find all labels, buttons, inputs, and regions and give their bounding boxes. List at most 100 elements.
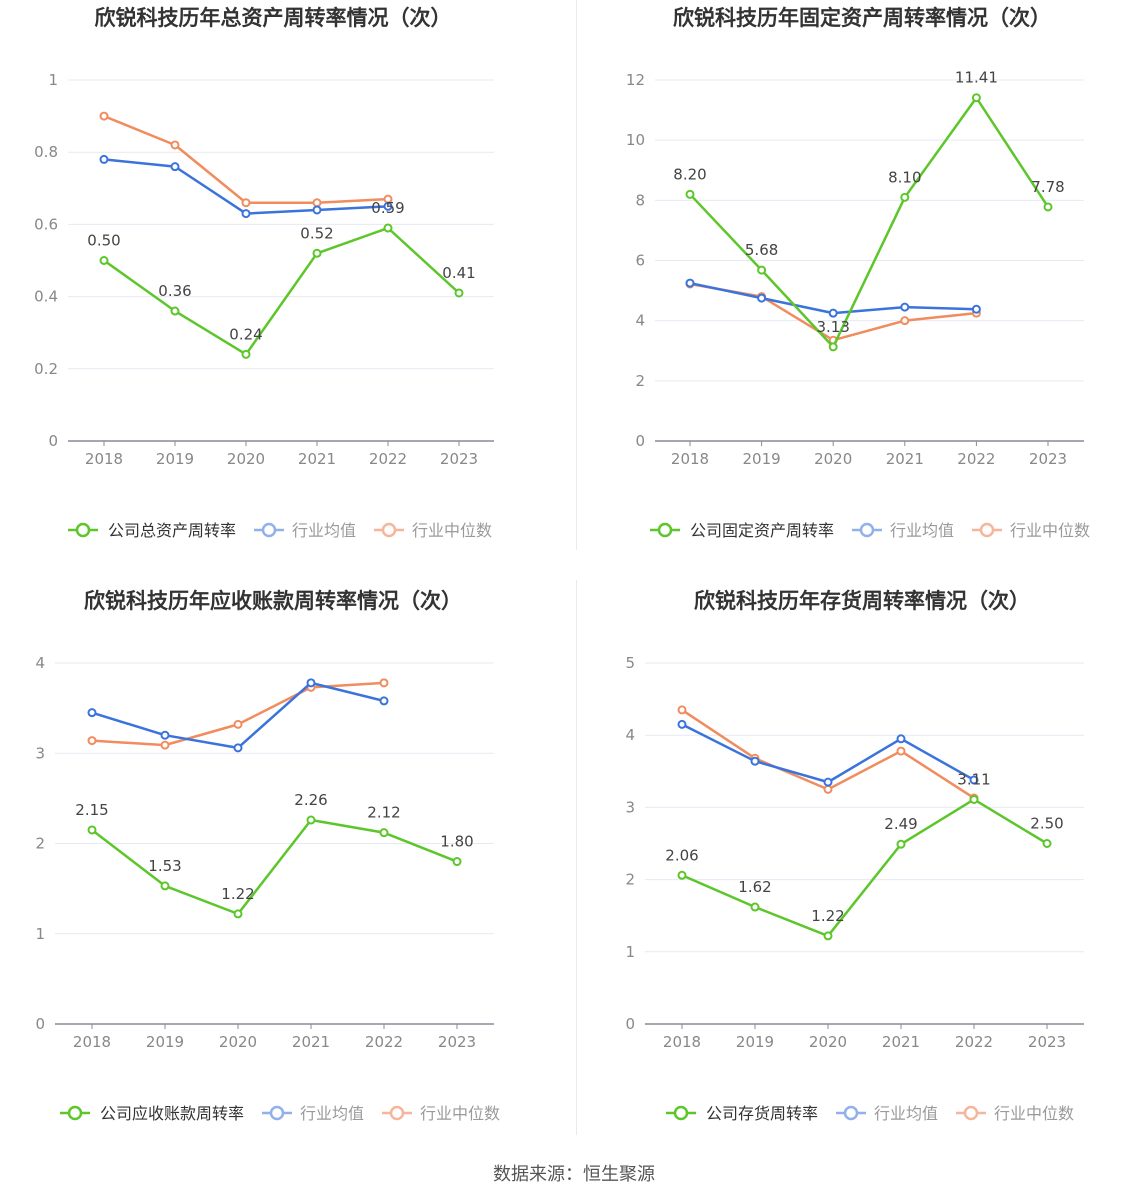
data-point-median[interactable] bbox=[900, 316, 910, 326]
legend-swatch-marker bbox=[261, 522, 277, 538]
data-point-median[interactable] bbox=[896, 746, 906, 756]
data-point-avg[interactable] bbox=[828, 308, 838, 318]
legend-item-median[interactable]: 行业中位数 bbox=[972, 521, 1090, 540]
x-tick-label: 2020 bbox=[219, 1033, 257, 1051]
data-point-median[interactable] bbox=[99, 111, 109, 121]
x-tick-label: 2021 bbox=[886, 450, 924, 468]
x-tick-label: 2019 bbox=[146, 1033, 184, 1051]
chart-2: 欣锐科技历年固定资产周转率情况（次） 0 2 4 6 8 10 12 2018 2019 2020 2… bbox=[626, 6, 1090, 540]
x-tick-label: 2019 bbox=[156, 450, 194, 468]
legend-item-avg[interactable]: 行业均值 bbox=[262, 1104, 364, 1123]
data-point-company[interactable] bbox=[99, 256, 109, 265]
legend-item-company[interactable]: 公司存货周转率 bbox=[666, 1104, 818, 1123]
legend-item-avg[interactable]: 行业均值 bbox=[836, 1104, 938, 1123]
data-point-avg[interactable] bbox=[900, 302, 910, 312]
data-point-company[interactable] bbox=[971, 93, 981, 103]
data-point-company[interactable] bbox=[757, 265, 767, 275]
legend-item-company[interactable]: 公司应收账款周转率 bbox=[60, 1104, 244, 1123]
data-point-company[interactable] bbox=[900, 192, 910, 202]
data-point-avg[interactable] bbox=[383, 201, 393, 211]
data-point-company[interactable] bbox=[306, 815, 316, 825]
data-point-company[interactable] bbox=[233, 909, 243, 919]
legend-item-median[interactable]: 行业中位数 bbox=[956, 1104, 1074, 1123]
chart-3: 欣锐科技历年应收账款周转率情况（次） 0 1 2 3 4 2018 2019 2020 2021 2… bbox=[35, 589, 500, 1123]
data-label: 3.11 bbox=[957, 770, 990, 788]
data-point-company[interactable] bbox=[823, 931, 833, 941]
data-point-avg[interactable] bbox=[823, 777, 833, 787]
chart-title: 欣锐科技历年总资产周转率情况（次） bbox=[95, 6, 452, 30]
data-point-avg[interactable] bbox=[306, 678, 316, 688]
legend-item-company[interactable]: 公司固定资产周转率 bbox=[650, 521, 834, 540]
data-point-company[interactable] bbox=[896, 839, 906, 849]
legend-item-median[interactable]: 行业中位数 bbox=[382, 1104, 500, 1123]
data-point-company[interactable] bbox=[241, 349, 251, 359]
data-point-avg[interactable] bbox=[379, 696, 389, 706]
data-point-company[interactable] bbox=[312, 248, 322, 258]
y-tick-label: 4 bbox=[35, 654, 45, 672]
data-point-company[interactable] bbox=[677, 870, 687, 880]
data-label: 0.24 bbox=[229, 325, 262, 343]
data-label: 0.36 bbox=[158, 282, 191, 300]
data-point-company[interactable] bbox=[383, 223, 393, 233]
data-point-median[interactable] bbox=[233, 719, 243, 729]
data-point-avg[interactable] bbox=[312, 205, 322, 215]
x-tick-label: 2023 bbox=[1029, 450, 1067, 468]
data-label: 8.20 bbox=[673, 165, 706, 183]
data-point-avg[interactable] bbox=[87, 708, 97, 718]
y-tick-label: 0 bbox=[48, 432, 58, 450]
data-point-avg[interactable] bbox=[233, 743, 243, 753]
data-point-avg[interactable] bbox=[677, 719, 687, 729]
x-tick-label: 2021 bbox=[298, 450, 336, 468]
data-point-median[interactable] bbox=[312, 198, 322, 208]
x-tick-label: 2020 bbox=[227, 450, 265, 468]
legend-label: 公司存货周转率 bbox=[706, 1104, 818, 1123]
data-point-avg[interactable] bbox=[757, 293, 767, 303]
data-point-company[interactable] bbox=[828, 342, 838, 352]
data-point-company[interactable] bbox=[170, 306, 180, 316]
data-point-avg[interactable] bbox=[750, 756, 760, 766]
data-point-median[interactable] bbox=[87, 736, 97, 746]
data-point-company[interactable] bbox=[379, 828, 389, 838]
legend-item-avg[interactable]: 行业均值 bbox=[254, 521, 356, 540]
data-point-company[interactable] bbox=[685, 189, 695, 199]
legend-item-company[interactable]: 公司总资产周转率 bbox=[68, 521, 236, 540]
data-point-avg[interactable] bbox=[99, 154, 109, 164]
data-point-company[interactable] bbox=[454, 288, 464, 298]
data-point-median[interactable] bbox=[160, 740, 170, 750]
data-point-avg[interactable] bbox=[896, 734, 906, 744]
data-point-median[interactable] bbox=[823, 784, 833, 794]
data-point-median[interactable] bbox=[379, 678, 389, 688]
data-point-company[interactable] bbox=[969, 794, 979, 804]
data-point-median[interactable] bbox=[677, 705, 687, 715]
data-label: 8.10 bbox=[888, 168, 921, 186]
series-line-company bbox=[91, 818, 458, 916]
data-point-avg[interactable] bbox=[241, 209, 251, 219]
y-tick-label: 0.8 bbox=[34, 143, 58, 161]
data-point-company[interactable] bbox=[750, 902, 760, 912]
series-line-avg bbox=[681, 723, 975, 784]
legend-label: 行业中位数 bbox=[420, 1104, 500, 1123]
legend-item-avg[interactable]: 行业均值 bbox=[852, 521, 954, 540]
data-point-company[interactable] bbox=[87, 825, 97, 835]
series-line-company bbox=[681, 798, 1048, 938]
data-point-avg[interactable] bbox=[160, 730, 170, 740]
legend-swatch-marker bbox=[269, 1105, 285, 1121]
data-point-median[interactable] bbox=[170, 140, 180, 150]
data-point-company[interactable] bbox=[1043, 202, 1053, 212]
data-point-median[interactable] bbox=[241, 198, 251, 208]
data-point-avg[interactable] bbox=[685, 278, 695, 288]
x-tick-label: 2020 bbox=[814, 450, 852, 468]
data-point-avg[interactable] bbox=[971, 304, 981, 314]
y-tick-label: 0 bbox=[635, 432, 645, 450]
data-point-company[interactable] bbox=[160, 881, 170, 891]
legend-label: 行业中位数 bbox=[1010, 521, 1090, 540]
chart-title: 欣锐科技历年固定资产周转率情况（次） bbox=[673, 6, 1051, 30]
data-point-avg[interactable] bbox=[170, 162, 180, 172]
y-tick-label: 1 bbox=[35, 925, 45, 943]
data-point-company[interactable] bbox=[1042, 839, 1052, 848]
legend-swatch-marker bbox=[75, 522, 91, 538]
data-point-avg[interactable] bbox=[969, 775, 979, 785]
x-tick-label: 2023 bbox=[438, 1033, 476, 1051]
legend-item-median[interactable]: 行业中位数 bbox=[374, 521, 492, 540]
data-point-company[interactable] bbox=[452, 857, 462, 867]
